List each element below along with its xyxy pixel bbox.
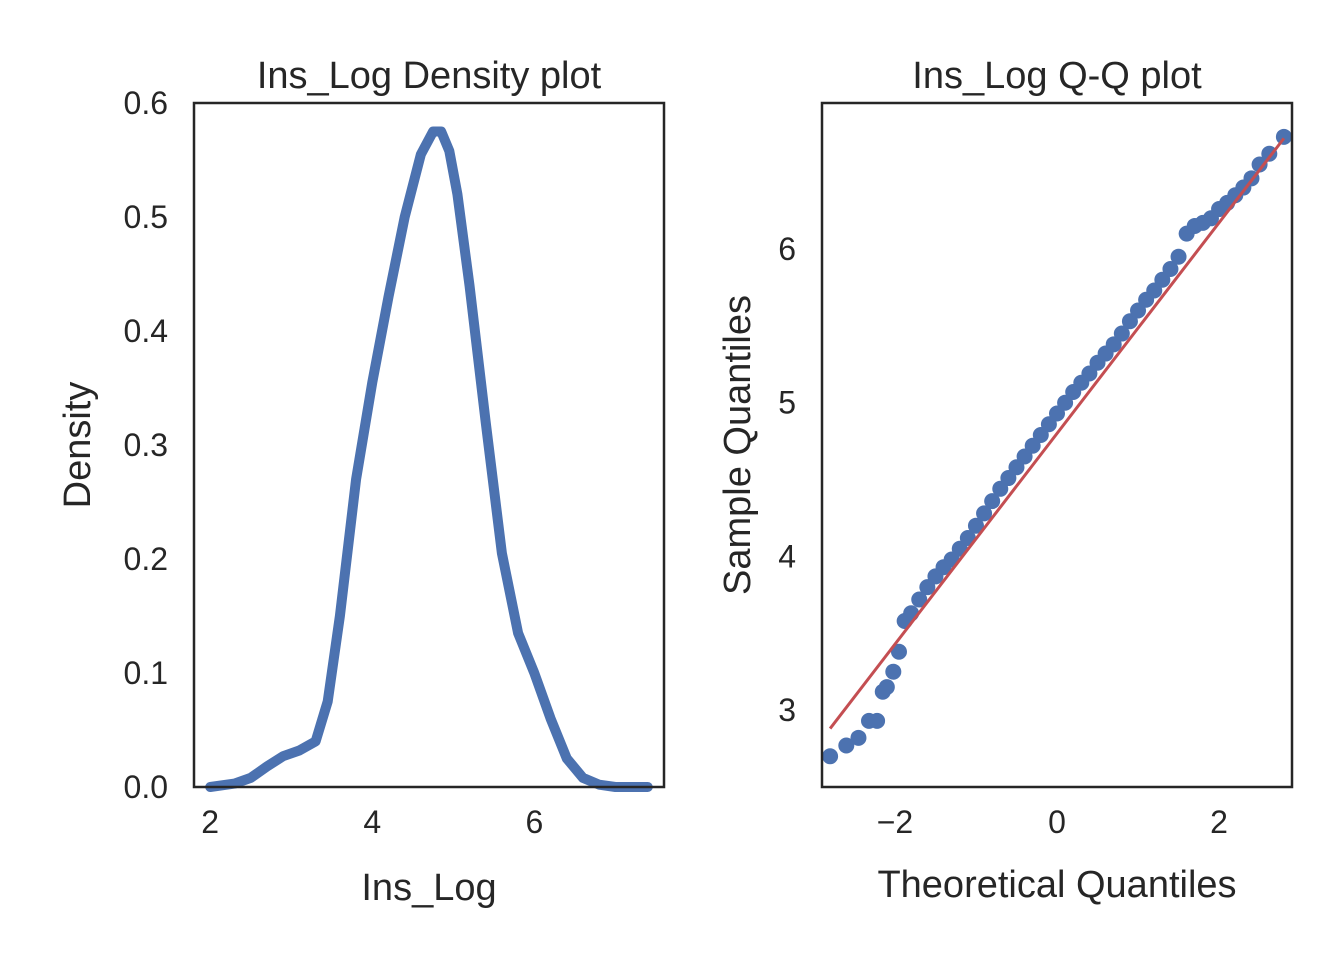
qq-sample-point — [1170, 248, 1187, 265]
density-plot-ytick-label: 0.2 — [124, 541, 168, 577]
density-plot-frame — [192, 101, 666, 789]
density-plot-ticks: 2 4 6 0.0 0.1 0.2 0.3 0.4 0.5 0.6 — [124, 85, 544, 840]
density-plot-ytick-label: 0.1 — [124, 655, 168, 691]
qq-plot-ytick-label: 6 — [778, 231, 796, 267]
density-plot-ytick-label: 0.0 — [124, 769, 168, 805]
qq-sample-point — [967, 517, 984, 534]
density-plot-ytick-label: 0.5 — [124, 199, 168, 235]
qq-sample-point — [984, 493, 1001, 510]
qq-plot-xtick-label: 0 — [1048, 804, 1066, 840]
density-plot-ylabel: Density — [57, 382, 99, 509]
qq-reference-line — [828, 137, 1286, 730]
qq-plot-xtick-label: −2 — [877, 804, 913, 840]
qq-plot-xtick-label: 2 — [1210, 804, 1228, 840]
density-plot-ytick-label: 0.3 — [124, 427, 168, 463]
qq-plot-ytick-label: 4 — [778, 538, 796, 574]
qq-sample-point — [1251, 156, 1268, 173]
qq-sample-point — [1162, 261, 1179, 278]
qq-plot-title: Ins_Log Q-Q plot — [912, 55, 1202, 97]
qq-plot-panel: Ins_Log Q-Q plot −2 0 2 3 4 5 6 Theoretical Qu… — [717, 55, 1294, 906]
qq-sample-point — [869, 712, 886, 729]
density-plot-title: Ins_Log Density plot — [257, 55, 602, 97]
density-plot-xtick-label: 2 — [201, 804, 219, 840]
qq-plot-ytick-label: 5 — [778, 385, 796, 421]
qq-sample-point — [885, 663, 902, 680]
qq-sample-point — [1113, 325, 1130, 342]
qq-sample-point — [903, 605, 920, 622]
qq-sample-point — [1275, 128, 1292, 145]
density-plot-ytick-label: 0.4 — [124, 313, 168, 349]
qq-plot-xlabel: Theoretical Quantiles — [877, 864, 1236, 906]
qq-sample-point — [850, 729, 867, 746]
density-curve — [205, 126, 653, 792]
density-plot-xtick-label: 4 — [363, 804, 381, 840]
qq-sample-point — [878, 679, 895, 696]
qq-sample-point — [822, 748, 839, 765]
qq-plot-area — [822, 128, 1292, 765]
density-plot-ytick-label: 0.6 — [124, 85, 168, 121]
density-plot-panel: Ins_Log Density plot 2 4 6 0.0 0.1 0.2 0.3 0.4 0… — [57, 55, 666, 909]
qq-sample-point — [838, 737, 855, 754]
qq-plot-frame — [820, 101, 1294, 789]
qq-sample-point — [976, 505, 993, 522]
qq-sample-point — [911, 591, 928, 608]
qq-plot-ylabel: Sample Quantiles — [717, 295, 759, 595]
qq-sample-point — [890, 643, 907, 660]
qq-plot-ticks: −2 0 2 3 4 5 6 — [778, 231, 1228, 840]
density-plot-xlabel: Ins_Log — [361, 867, 496, 909]
density-plot-xtick-label: 6 — [525, 804, 543, 840]
qq-plot-ytick-label: 3 — [778, 692, 796, 728]
density-plot-area — [205, 126, 653, 792]
